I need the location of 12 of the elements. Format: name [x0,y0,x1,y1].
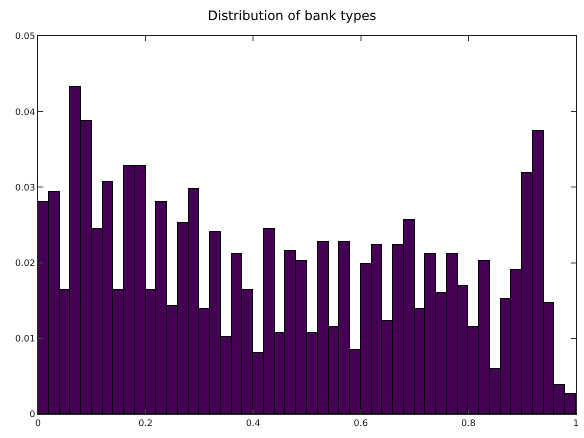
x-tick-label: 0.4 [246,418,261,429]
y-tick-label: 0.05 [15,32,36,42]
chart-title: Distribution of bank types [208,9,377,24]
y-tick-label: 0.02 [15,258,36,269]
y-tick-label: 0.04 [15,108,36,118]
x-tick-label: 0.6 [354,418,368,429]
x-tick-label: 0.2 [138,418,153,429]
y-tick-label: 0.03 [15,183,36,194]
x-tick-label: 1 [573,418,579,429]
y-tick-label: 0.01 [15,334,36,345]
x-tick-label: 0.8 [461,418,476,429]
y-tick-label: 0 [29,410,36,420]
